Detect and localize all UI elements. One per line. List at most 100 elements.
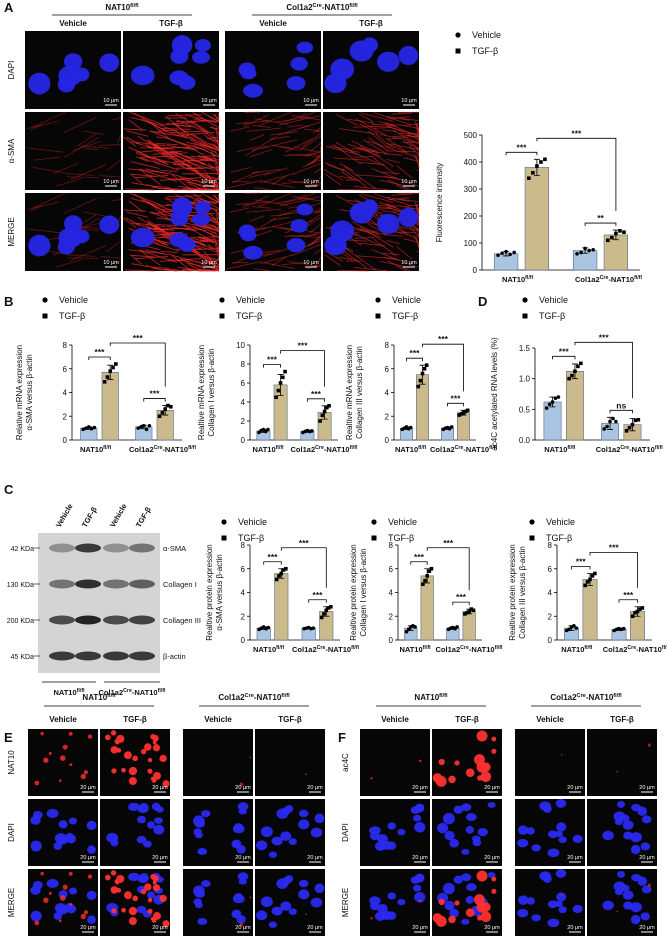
y-tick-label: 8 [389,541,394,550]
actin-fiber [160,169,178,172]
nucleus [531,914,541,922]
genotype-label: Col1a2Cre-NAT10fl/fl [129,445,196,454]
nucleus [614,888,624,896]
nucleus [465,813,477,822]
signal-dot [116,734,125,743]
actin-fiber [208,196,220,204]
y-tick-label: 0.5 [519,405,531,414]
genotype-part: fl/fl [351,645,359,651]
nucleus [46,808,59,818]
nucleus [387,822,396,830]
legend-label: Vehicle [59,295,88,305]
genotype-part: Cre [460,645,469,651]
nucleus [641,815,652,824]
genotype-part: NAT10 [561,645,584,654]
genotype-part: fl/fl [107,693,116,699]
actin-fiber [207,181,220,187]
actin-fiber [386,240,400,245]
protein-label: Collagen III [163,616,201,625]
actin-fiber [302,240,322,249]
nucleus [622,820,634,830]
genotype-part: fl/fl [130,3,139,9]
actin-fiber [203,250,220,272]
actin-fiber [311,234,322,245]
actin-fiber [395,265,408,272]
genotype-part: NAT10 [399,645,422,654]
actin-fiber [367,140,408,155]
genotype-part: fl/fl [276,645,284,651]
data-point [535,164,539,168]
data-point [579,250,583,255]
actin-fiber [358,228,378,233]
nucleus [349,40,374,62]
signal-dot [68,871,73,876]
genotype-part: fl/fl [439,693,448,699]
actin-fiber [370,123,402,126]
data-point [588,577,592,582]
actin-fiber [194,179,220,191]
actin-fiber [388,197,410,201]
actin-fiber [26,201,60,211]
significance-label: *** [311,389,322,399]
y-tick-label: 0 [385,436,390,445]
actin-fiber [242,195,269,209]
actin-fiber [56,258,82,268]
genotype-part: Col1a2 [218,693,245,702]
nucleus [286,76,306,91]
signal-dot [110,886,119,894]
actin-fiber [193,200,220,203]
signal-dot [616,910,619,913]
scale-bar-label: 20 μm [567,785,583,791]
genotype-label: Col1a2Cre-NAT10fl/fl [575,275,642,284]
actin-fiber [319,226,322,234]
actin-fiber [208,188,220,191]
bar [524,167,550,271]
significance-bracket [263,364,281,368]
significance-label: *** [133,333,144,343]
nucleus [369,896,381,905]
actin-fiber [387,179,411,191]
data-point [633,610,637,615]
nucleus [197,847,208,855]
nucleus [137,805,148,813]
nucleus [136,905,147,914]
y-tick-label: 10 [236,341,245,350]
nucleus [547,848,560,858]
nucleus [460,873,472,882]
nucleus [53,842,63,850]
actin-fiber [387,125,405,134]
actin-fiber [382,129,397,132]
data-point [278,381,283,385]
actin-fiber [360,112,394,122]
scale-bar-label: 10 μm [201,98,217,104]
data-point [572,623,576,628]
signal-dot [438,898,445,906]
nucleus [554,900,563,907]
actin-fiber [382,171,400,175]
data-point [276,388,281,393]
nucleus [602,900,614,911]
actin-fiber [308,154,322,165]
y-tick-label: 100 [464,239,478,248]
actin-fiber [113,260,122,267]
scale-bar-label: 20 μm [639,925,655,931]
nucleus [410,876,421,884]
actin-fiber [403,238,420,243]
data-point [585,580,590,584]
nucleus [543,804,552,813]
scale-bar-label: 20 μm [484,855,500,861]
y-axis-label: Collagen I versus β-actin [359,548,368,636]
actin-fiber [379,133,415,143]
scale-bar-label: 20 μm [152,925,168,931]
nucleus [280,901,292,911]
actin-fiber [260,220,298,231]
nucleus [543,874,552,883]
y-tick-label: 4 [385,389,390,398]
data-point [553,396,558,401]
significance-bracket [143,398,166,402]
data-point [527,176,531,180]
data-point [579,361,583,366]
actin-fiber [347,118,375,124]
signal-dot [121,767,126,773]
row-label: DAPI [7,61,16,80]
